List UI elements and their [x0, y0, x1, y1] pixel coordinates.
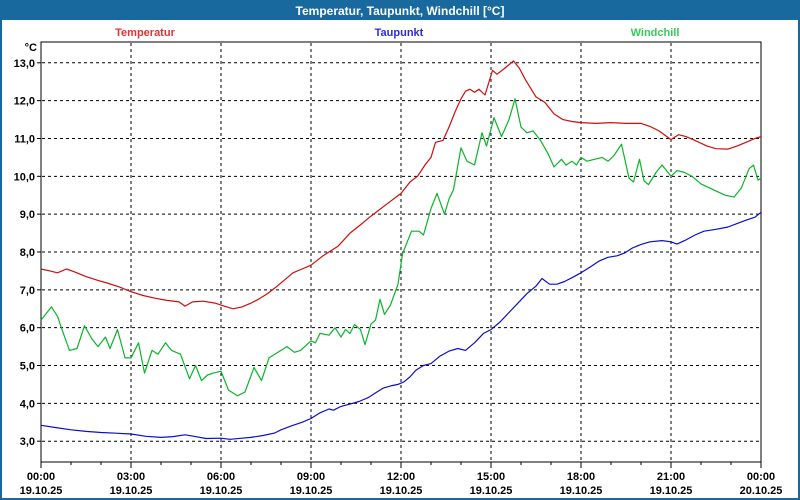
x-tick-date-label: 19.10.25: [560, 485, 603, 497]
y-tick-label: 8,0: [20, 247, 35, 259]
y-tick-label: 5,0: [20, 361, 35, 373]
chart-title-bar: Temperatur, Taupunkt, Windchill [°C]: [2, 2, 798, 20]
series-line-windchill: [40, 98, 762, 397]
y-tick-label: 11,0: [14, 133, 35, 145]
x-tick-time-label: 15:00: [477, 471, 505, 483]
x-tick-time-label: 21:00: [657, 471, 685, 483]
x-tick-time-label: 00:00: [27, 471, 55, 483]
x-tick-time-label: 00:00: [747, 471, 775, 483]
x-tick-time-label: 12:00: [387, 471, 415, 483]
x-tick-date-label: 19.10.25: [290, 485, 333, 497]
plot-border: [40, 41, 762, 463]
y-tick-label: 12,0: [14, 96, 35, 108]
x-tick-date-label: 19.10.25: [200, 485, 243, 497]
x-tick-date-label: 19.10.25: [20, 485, 63, 497]
legend-item-temperatur: Temperatur: [115, 27, 175, 39]
legend-item-taupunkt: Taupunkt: [374, 27, 424, 39]
x-tick-date-label: 19.10.25: [470, 485, 513, 497]
series-line-temperatur: [40, 60, 762, 310]
x-tick-date-label: 20.10.25: [740, 485, 783, 497]
series-line-taupunkt: [40, 211, 762, 440]
y-tick-label: 3,0: [20, 436, 35, 448]
y-tick-label: 6,0: [20, 323, 35, 335]
x-tick-time-label: 09:00: [297, 471, 325, 483]
legend-item-windchill: Windchill: [630, 27, 680, 39]
x-tick-time-label: 18:00: [567, 471, 595, 483]
chart-title: Temperatur, Taupunkt, Windchill [°C]: [295, 4, 505, 18]
y-tick-label: 7,0: [20, 285, 35, 297]
y-axis-unit-label: °C: [25, 42, 37, 54]
y-tick-label: 9,0: [20, 209, 35, 221]
x-tick-date-label: 19.10.25: [110, 485, 153, 497]
y-tick-label: 10,0: [14, 171, 35, 183]
x-tick-date-label: 19.10.25: [650, 485, 693, 497]
y-tick-label: 13,0: [14, 58, 35, 70]
x-tick-time-label: 06:00: [207, 471, 235, 483]
x-tick-date-label: 19.10.25: [380, 485, 423, 497]
y-tick-label: 4,0: [20, 398, 35, 410]
x-tick-time-label: 03:00: [117, 471, 145, 483]
